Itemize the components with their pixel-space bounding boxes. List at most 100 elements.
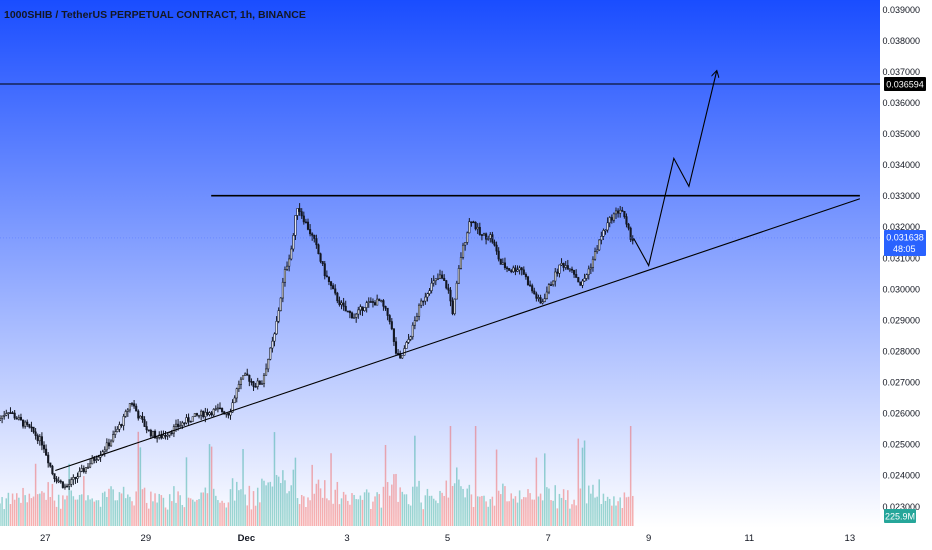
volume-bar — [359, 495, 362, 526]
price-axis[interactable]: 0.039000 0.038000 0.037000 0.036000 0.035000… — [882, 5, 920, 512]
volume-bar — [240, 489, 242, 526]
candle-body — [221, 407, 224, 413]
candle-body — [380, 300, 383, 302]
candle-body — [241, 375, 245, 380]
volume-bar — [447, 497, 450, 526]
candle-body — [350, 312, 354, 319]
candle-body — [631, 239, 634, 241]
volume-bar — [319, 488, 322, 526]
candle-body — [505, 267, 509, 270]
volume-bar — [474, 426, 477, 526]
volume-bar — [194, 501, 196, 526]
candle-body — [233, 397, 236, 404]
volume-bar — [185, 457, 188, 526]
volume-bar — [198, 499, 200, 526]
volume-bar — [131, 501, 133, 526]
time-tick-label: 27 — [40, 533, 51, 544]
volume-bar — [592, 484, 594, 526]
time-tick-label: 9 — [646, 533, 651, 544]
volume-bar — [164, 507, 167, 526]
volume-bar — [263, 480, 265, 526]
candle-body — [246, 373, 249, 376]
volume-bar — [200, 492, 202, 526]
volume-bar — [294, 457, 297, 526]
price-tick-label: 0.027000 — [882, 378, 920, 388]
candle-body — [114, 431, 117, 435]
time-tick-label: 13 — [845, 533, 856, 544]
volume-bar — [571, 504, 573, 526]
volume-bar — [550, 500, 552, 526]
volume-bar — [277, 476, 280, 526]
candle-body — [262, 374, 266, 384]
candle-body — [480, 234, 483, 236]
volume-bar — [250, 509, 253, 526]
volume-bar — [627, 496, 630, 526]
volume-bar — [212, 488, 215, 526]
volume-bar — [60, 508, 62, 526]
time-axis[interactable]: 27 29 Dec 3 5 7 9 11 13 — [40, 533, 855, 544]
candle-body — [443, 277, 446, 281]
candle-body — [309, 229, 312, 235]
candle-body — [133, 403, 136, 407]
volume-bar — [104, 491, 106, 526]
candle-body — [122, 416, 125, 426]
candle-body — [399, 353, 402, 359]
candle-body — [283, 269, 287, 283]
volume-bar — [556, 508, 559, 526]
volume-bar — [376, 492, 378, 526]
volume-bar — [613, 496, 615, 526]
volume-bar — [548, 488, 550, 526]
volume-bar — [365, 489, 368, 526]
candle-body — [388, 315, 391, 322]
candle-body — [570, 268, 574, 271]
volume-bar — [290, 485, 292, 526]
drawings — [0, 71, 880, 472]
level-tag-label: 0.036594 — [886, 80, 924, 90]
volume-bar — [416, 486, 418, 526]
candle-body — [566, 265, 569, 270]
volume-bar — [76, 499, 79, 526]
volume-bar — [439, 490, 441, 526]
volume-bar — [581, 447, 584, 526]
volume-bar — [479, 496, 481, 526]
volume-bar — [202, 492, 204, 526]
volume-bar — [24, 495, 26, 526]
candle-body — [30, 426, 33, 429]
candle-body — [306, 221, 310, 230]
volume-bar — [267, 482, 269, 526]
candle-body — [78, 470, 81, 478]
candle-body — [529, 284, 532, 287]
candle-body — [204, 411, 207, 418]
candle-body — [501, 262, 504, 265]
candle-body — [200, 410, 203, 416]
candle-body — [151, 430, 155, 437]
volume-bar — [173, 486, 175, 526]
candle-body — [583, 278, 586, 282]
candle-body — [170, 432, 173, 434]
candle-body — [589, 267, 592, 270]
volume-bar — [590, 493, 592, 526]
volume-bar — [596, 496, 598, 526]
candle-body — [357, 309, 360, 315]
volume-bar — [3, 509, 5, 526]
candle-body — [135, 405, 138, 412]
volume-bar — [368, 492, 370, 526]
candle-body — [625, 216, 628, 225]
volume-bar — [97, 500, 100, 526]
volume-bar — [36, 494, 39, 526]
candle-body — [141, 415, 144, 420]
candle-body — [560, 263, 563, 266]
volume-bar — [141, 489, 144, 526]
volume-bar — [74, 499, 77, 526]
candle-body — [254, 386, 257, 388]
candle-body — [216, 407, 219, 410]
candle-body — [103, 449, 106, 452]
volume-bar — [64, 499, 66, 526]
volume-bar — [192, 499, 194, 526]
volume-bar — [334, 489, 336, 526]
volume-bar — [629, 426, 632, 526]
candle-body — [470, 221, 473, 224]
volume-bar — [485, 501, 487, 526]
candle-body — [405, 342, 408, 349]
